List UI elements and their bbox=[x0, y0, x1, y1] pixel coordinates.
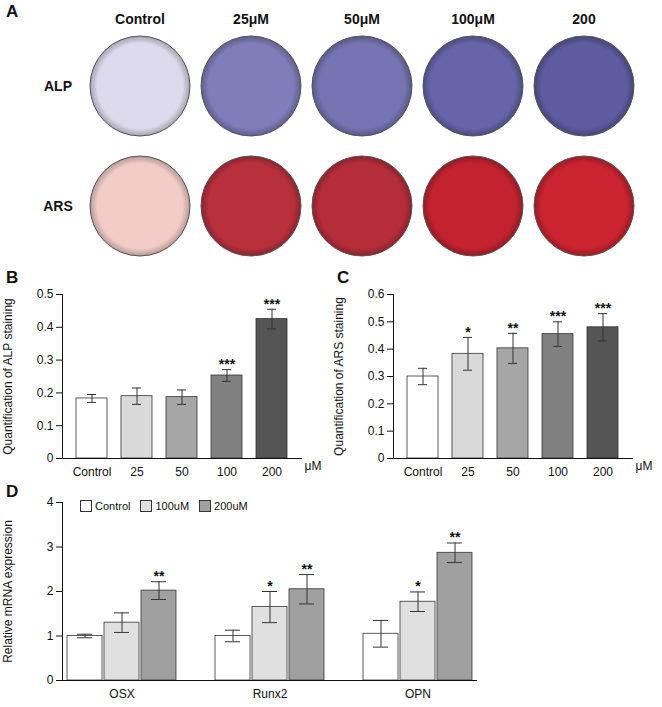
svg-text:**: ** bbox=[508, 320, 519, 336]
svg-text:**: ** bbox=[154, 568, 165, 584]
svg-text:200: 200 bbox=[572, 11, 596, 27]
svg-text:Control: Control bbox=[404, 465, 443, 479]
svg-text:0.4: 0.4 bbox=[368, 342, 385, 356]
html-text:D: D bbox=[6, 482, 19, 501]
svg-text:*: * bbox=[465, 324, 471, 340]
svg-text:50: 50 bbox=[175, 465, 189, 479]
svg-text:**: ** bbox=[450, 529, 461, 545]
svg-text:50: 50 bbox=[506, 465, 520, 479]
svg-text:OPN: OPN bbox=[405, 687, 431, 701]
svg-text:0.3: 0.3 bbox=[368, 369, 385, 383]
svg-text:1: 1 bbox=[47, 629, 54, 643]
svg-text:Control: Control bbox=[73, 465, 112, 479]
svg-text:0: 0 bbox=[47, 451, 54, 465]
svg-text:Quantification of ALP staining: Quantification of ALP staining bbox=[1, 298, 15, 455]
svg-text:200: 200 bbox=[262, 465, 282, 479]
svg-text:***: *** bbox=[550, 308, 567, 324]
svg-text:***: *** bbox=[595, 300, 612, 316]
svg-text:25: 25 bbox=[461, 465, 475, 479]
html-text:B: B bbox=[6, 268, 19, 287]
svg-text:Control: Control bbox=[115, 11, 165, 27]
svg-text:0.5: 0.5 bbox=[368, 315, 385, 329]
svg-text:*: * bbox=[415, 578, 421, 594]
html-text:C: C bbox=[337, 268, 350, 287]
svg-text:0: 0 bbox=[378, 451, 385, 465]
svg-text:3: 3 bbox=[47, 540, 54, 554]
html-text:A: A bbox=[6, 2, 19, 21]
svg-text:200: 200 bbox=[593, 465, 613, 479]
svg-text:μM: μM bbox=[636, 459, 653, 473]
svg-text:0.1: 0.1 bbox=[37, 419, 54, 433]
svg-text:Relative mRNA expression: Relative mRNA expression bbox=[1, 520, 15, 663]
svg-text:0: 0 bbox=[47, 673, 54, 687]
svg-text:μM: μM bbox=[305, 459, 322, 473]
svg-text:100μM: 100μM bbox=[451, 11, 495, 27]
html-text:100uM: 100uM bbox=[155, 500, 190, 512]
svg-text:***: *** bbox=[219, 356, 236, 372]
svg-text:ARS: ARS bbox=[43, 198, 73, 214]
svg-text:0.2: 0.2 bbox=[37, 386, 54, 400]
svg-text:0.2: 0.2 bbox=[368, 397, 385, 411]
svg-text:100: 100 bbox=[548, 465, 568, 479]
svg-text:0.1: 0.1 bbox=[368, 424, 385, 438]
svg-text:ALP: ALP bbox=[44, 78, 72, 94]
svg-text:100: 100 bbox=[217, 465, 237, 479]
html-text:200uM: 200uM bbox=[214, 500, 248, 512]
svg-text:2: 2 bbox=[47, 584, 54, 598]
svg-text:25μM: 25μM bbox=[233, 11, 269, 27]
html-text:Control: Control bbox=[95, 500, 131, 512]
svg-text:OSX: OSX bbox=[109, 687, 134, 701]
svg-text:50μM: 50μM bbox=[344, 11, 380, 27]
svg-text:0.3: 0.3 bbox=[37, 353, 54, 367]
svg-text:0.5: 0.5 bbox=[37, 287, 54, 301]
svg-text:***: *** bbox=[264, 296, 281, 312]
svg-text:0.4: 0.4 bbox=[37, 320, 54, 334]
svg-text:*: * bbox=[267, 578, 273, 594]
svg-text:0.6: 0.6 bbox=[368, 287, 385, 301]
svg-text:**: ** bbox=[302, 561, 313, 577]
svg-text:Quantification of ARS staining: Quantification of ARS staining bbox=[332, 297, 346, 456]
svg-text:Runx2: Runx2 bbox=[253, 687, 288, 701]
svg-text:4: 4 bbox=[47, 495, 54, 509]
svg-text:25: 25 bbox=[130, 465, 144, 479]
